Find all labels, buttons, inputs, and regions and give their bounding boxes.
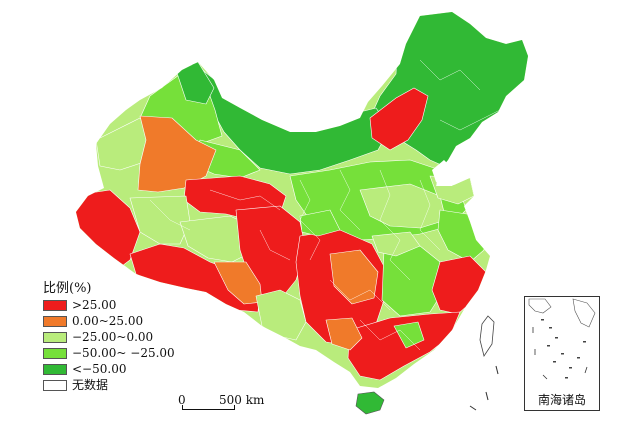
- legend-label: >25.00: [72, 298, 117, 312]
- south-china-sea-inset: 南海诸岛: [524, 296, 600, 411]
- region-hulunbuir-red: [369, 87, 429, 151]
- legend-label: <−50.00: [72, 362, 127, 376]
- legend-swatch: [43, 347, 67, 359]
- region-hunan-orange: [329, 249, 379, 305]
- legend-item: <−50.00: [43, 361, 213, 377]
- hainan-island: [355, 391, 385, 415]
- region-guangxi-orange: [325, 317, 363, 351]
- bohai-sea: [432, 160, 452, 182]
- legend-item: 0.00~25.00: [43, 313, 213, 329]
- legend-item: >25.00: [43, 297, 213, 313]
- inset-map: [528, 298, 596, 380]
- scale-bar: 0 500 km: [178, 393, 298, 413]
- legend-label: −50.00~ −25.00: [72, 346, 175, 360]
- inset-title: 南海诸岛: [537, 393, 586, 407]
- region-guangdong-green: [393, 321, 425, 349]
- scale-bar-line: [182, 409, 234, 410]
- legend-swatch: [43, 379, 67, 391]
- legend-label: 无数据: [72, 378, 109, 392]
- legend-swatch: [43, 315, 67, 327]
- region-hubei-mix: [371, 231, 421, 257]
- scale-bar-zero: 0: [178, 393, 186, 407]
- legend-item: 无数据: [43, 377, 213, 393]
- legend-label: 0.00~25.00: [72, 314, 144, 328]
- sea-dashes: [469, 365, 499, 411]
- legend-label: −25.00~0.00: [72, 330, 154, 344]
- region-fujian: [431, 255, 487, 315]
- scale-bar-tick-right: [234, 405, 235, 410]
- taiwan-island: [479, 315, 495, 357]
- region-central-light: [359, 183, 447, 229]
- region-tibet-center: [179, 215, 257, 263]
- legend-item: −50.00~ −25.00: [43, 345, 213, 361]
- legend-swatch: [43, 299, 67, 311]
- region-xinjiang-orange: [137, 115, 217, 193]
- scale-bar-tick-left: [182, 405, 183, 410]
- legend-item: −25.00~0.00: [43, 329, 213, 345]
- map-legend: 比例(%) >25.00 0.00~25.00 −25.00~0.00 −50.00~…: [43, 281, 213, 393]
- legend-title: 比例(%): [43, 281, 92, 296]
- legend-swatch: [43, 331, 67, 343]
- region-qinghai-green: [129, 195, 191, 245]
- region-boundaries: [149, 59, 501, 351]
- region-central-green: [299, 209, 341, 237]
- region-guangdong: [347, 311, 461, 381]
- legend-swatch: [43, 363, 67, 375]
- scale-bar-end: 500 km: [219, 393, 265, 407]
